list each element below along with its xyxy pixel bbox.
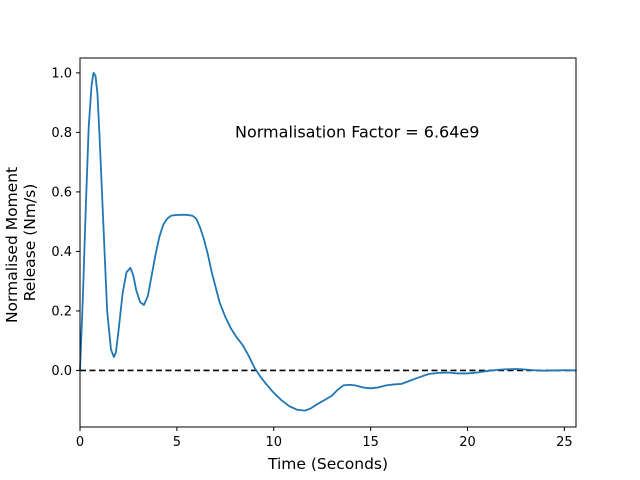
series-line-0 [79,71,577,412]
x-tick-label: 20 [459,435,476,450]
x-axis-label: Time (Seconds) [267,455,388,473]
x-tick-label: 10 [265,435,282,450]
y-tick-label: 1.0 [51,66,72,81]
plot-frame [79,57,577,428]
x-tick-label: 15 [362,435,379,450]
y-axis-label-line-1: Normalised Moment [3,167,21,323]
y-tick-label: 0.6 [51,185,72,200]
x-tick-label: 25 [556,435,573,450]
y-tick-label: 0.0 [51,364,72,379]
annotation-normalisation-factor: Normalisation Factor = 6.64e9 [235,122,479,141]
x-tick-label: 5 [173,435,181,450]
axis-ticks: 0 5 10 15 20 25 0.0 0.2 0.4 0.6 0.8 1.0 [51,66,572,450]
plot-content [79,71,577,412]
y-tick-label: 0.8 [51,126,72,141]
y-axis-label: Normalised Moment Release (Nm/s) [3,162,39,323]
y-tick-label: 0.4 [51,245,72,260]
y-axis-label-line-2: Release (Nm/s) [21,184,39,302]
x-tick-label: 0 [76,435,84,450]
y-tick-label: 0.2 [51,304,72,319]
